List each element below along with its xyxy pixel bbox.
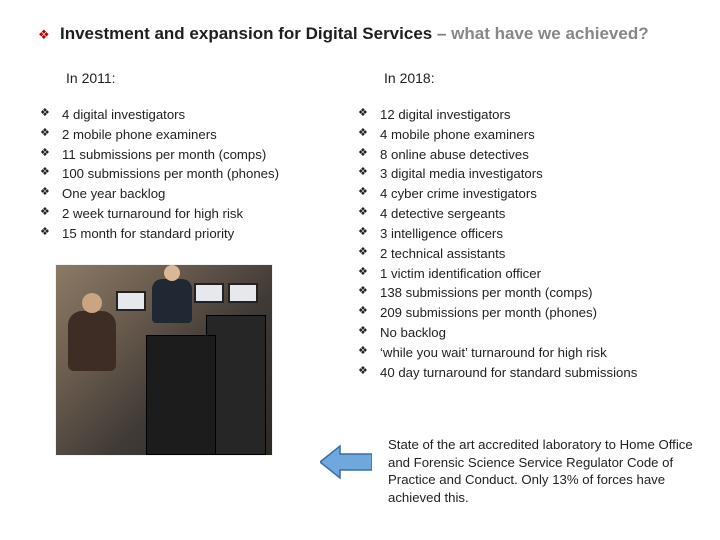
diamond-bullet-icon: ❖ [38,27,50,43]
list-item: 1 victim identification officer [358,265,708,283]
list-item: 138 submissions per month (comps) [358,284,708,302]
list-item: 11 submissions per month (comps) [40,146,350,164]
list-item: One year backlog [40,185,350,203]
column-2011: In 2011: 4 digital investigators 2 mobil… [60,70,350,455]
list-item: ‘while you wait’ turnaround for high ris… [358,344,708,362]
heading-2018: In 2018: [384,70,708,86]
list-item: 4 digital investigators [40,106,350,124]
list-item: 3 intelligence officers [358,225,708,243]
left-arrow-icon [320,444,372,480]
list-item: 2 mobile phone examiners [40,126,350,144]
list-item: 4 cyber crime investigators [358,185,708,203]
list-item: 4 mobile phone examiners [358,126,708,144]
lab-photo [56,265,272,455]
title-part-2: what have we achieved? [451,24,648,43]
slide-title: ❖ Investment and expansion for Digital S… [38,24,692,44]
list-item: 15 month for standard priority [40,225,350,243]
list-item: 4 detective sergeants [358,205,708,223]
list-item: No backlog [358,324,708,342]
footer-text: State of the art accredited laboratory t… [388,436,700,506]
list-item: 209 submissions per month (phones) [358,304,708,322]
column-2018: In 2018: 12 digital investigators 4 mobi… [378,70,708,455]
title-part-1: Investment and expansion for Digital Ser… [60,24,432,43]
list-item: 2 technical assistants [358,245,708,263]
list-item: 100 submissions per month (phones) [40,165,350,183]
heading-2011: In 2011: [66,70,350,86]
list-item: 40 day turnaround for standard submissio… [358,364,708,382]
list-2018: 12 digital investigators 4 mobile phone … [358,106,708,381]
list-item: 3 digital media investigators [358,165,708,183]
list-item: 12 digital investigators [358,106,708,124]
list-item: 8 online abuse detectives [358,146,708,164]
title-dash: – [432,24,451,43]
list-2011: 4 digital investigators 2 mobile phone e… [40,106,350,243]
list-item: 2 week turnaround for high risk [40,205,350,223]
